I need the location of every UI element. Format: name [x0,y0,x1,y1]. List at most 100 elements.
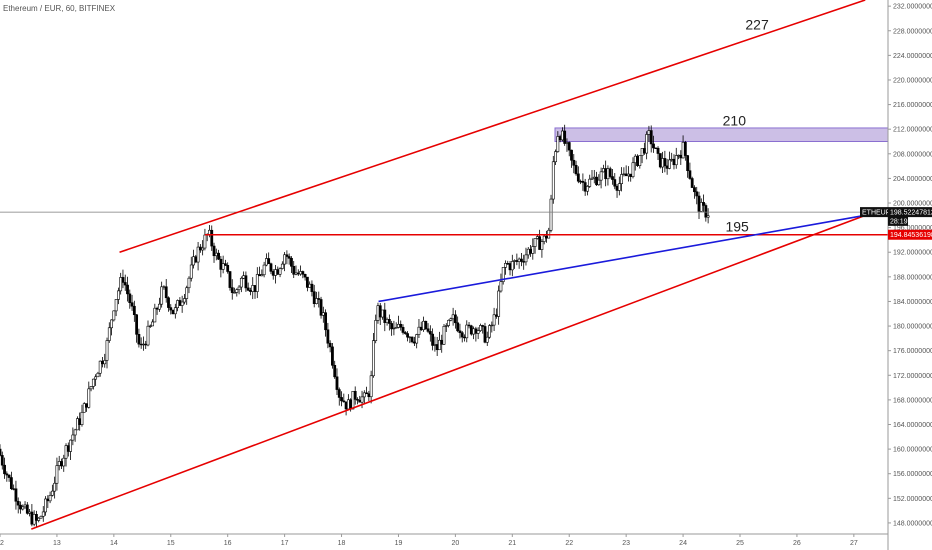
candle-body [137,334,141,345]
candle-body [654,147,658,150]
candle-body [595,176,598,186]
x-tick-label: 19 [395,540,403,547]
y-tick-label: 216.00000000 [893,102,932,109]
candle-body [453,314,457,324]
candle-body [631,162,635,177]
candle-body [668,159,671,169]
candle-body [649,130,653,145]
candle-body [510,261,514,271]
candle-body [98,360,102,374]
candle-body [438,339,441,351]
candle-body [435,344,439,351]
candle-body [579,180,583,183]
candle-body [412,341,416,344]
candle-body [592,176,596,179]
candle-body [169,307,173,311]
y-tick-label: 188.00000000 [893,274,932,281]
candle-body [408,336,412,339]
candle-body [572,159,576,166]
candle-body [558,136,562,141]
candle-body [542,235,546,242]
candle-body [253,285,257,292]
candle-body [299,271,302,275]
candle-body [699,202,703,212]
candle-body [410,336,414,343]
candle-body [94,376,98,380]
candle-body [365,392,368,395]
candle-body [372,340,375,377]
candle-body [570,149,573,161]
candle-body [333,365,337,378]
candle-body [586,186,589,192]
candle-body [5,473,9,476]
candle-body [467,324,471,327]
candle-body [401,327,405,333]
candle-body [87,388,91,408]
candle-body [187,277,191,289]
candle-body [105,340,109,361]
candle-body [192,256,195,266]
candle-body [44,498,47,513]
candle-body [337,389,341,398]
candle-body [262,264,266,276]
price-tag-value: 194.84536198 [890,232,932,239]
candle-body [387,319,391,324]
candle-body [394,327,398,329]
candle-body [656,147,660,154]
candle-body [522,261,526,263]
candle-body [14,488,18,502]
candle-body [280,263,284,269]
candle-body [180,301,184,306]
candle-body [531,246,535,254]
candle-body [472,328,476,335]
candle-body [315,298,318,304]
candle-body [301,271,305,275]
candle-body [674,155,678,166]
candle-body [686,155,690,171]
candle-body [576,173,580,182]
upper-channel-trendline[interactable] [119,0,866,253]
candle-body [551,161,555,200]
candle-body [663,158,667,167]
candle-body [208,229,211,235]
candle-body [563,130,567,144]
candle-body [665,165,669,169]
candle-body [283,254,287,265]
candle-body [189,264,193,279]
candle-body [449,318,453,321]
candle-body [535,236,539,239]
candle-body [146,325,150,346]
candle-body [702,202,705,206]
candle-body [617,183,621,191]
candle-body [638,155,642,166]
y-tick-label: 148.00000000 [893,520,932,527]
blue-support-trendline[interactable] [378,214,866,303]
candle-body [121,277,125,283]
candle-body [340,397,343,402]
candle-body [60,461,63,467]
candle-body [497,290,501,317]
candle-body [606,168,610,180]
candle-body [556,136,560,152]
candle-body [53,482,57,492]
candle-body [255,274,259,292]
candle-body [173,307,177,315]
lower-channel-trendline[interactable] [31,214,866,530]
y-tick-label: 196.00000000 [893,225,932,232]
candle-body [501,267,505,282]
candle-body [376,305,380,321]
candle-body [474,328,478,334]
candle-body [233,292,236,294]
candle-body [3,464,6,475]
candle-body [601,168,605,173]
candle-body [433,344,437,346]
resistance-zone[interactable] [554,127,889,142]
candle-body [114,299,118,312]
candle-body [310,283,314,292]
candle-body [406,333,409,338]
candle-body [76,418,79,431]
x-tick-label: 17 [281,540,289,547]
candle-body [37,517,41,521]
candle-body [278,268,282,275]
